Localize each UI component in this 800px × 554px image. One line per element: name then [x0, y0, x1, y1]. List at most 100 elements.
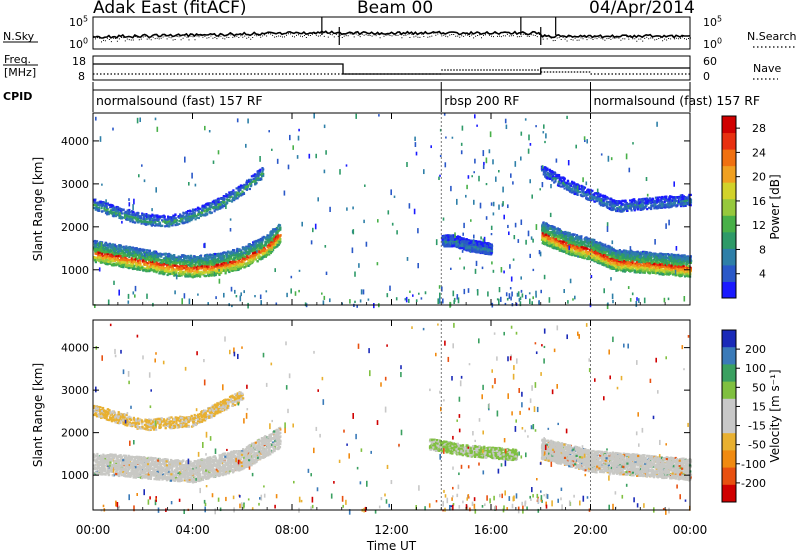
scatter-cell	[156, 217, 159, 220]
scatter-cell	[124, 211, 127, 214]
scatter-cell	[258, 250, 261, 254]
scatter-cell	[112, 263, 116, 266]
scatter-cell	[445, 244, 448, 247]
scatter-cell	[257, 176, 260, 179]
cpid-segment-label: rbsp 200 RF	[444, 93, 519, 108]
scatter-cell	[250, 180, 254, 184]
nave-label: Nave	[753, 62, 781, 75]
scatter-cell	[249, 184, 253, 187]
scatter-cell	[131, 249, 134, 252]
scatter-cell	[152, 254, 155, 257]
scatter-cell	[239, 192, 242, 195]
scatter-cell	[138, 249, 141, 252]
scatter-cell	[138, 266, 141, 269]
scatter-cell	[111, 255, 114, 258]
scatter-cell	[111, 211, 114, 214]
scatter-cell	[127, 261, 130, 264]
scatter-cell	[443, 234, 446, 237]
scatter-cell	[100, 207, 103, 210]
scatter-cell	[256, 260, 259, 263]
scatter-cell	[174, 274, 177, 277]
scatter-cell	[190, 275, 193, 278]
scatter-cell	[207, 259, 210, 262]
scatter-cell	[259, 237, 262, 241]
scatter-cell	[174, 213, 177, 217]
scatter-cell	[190, 212, 193, 216]
scatter-cell	[184, 262, 187, 265]
scatter-cell	[476, 250, 479, 253]
scatter-cell	[149, 254, 152, 258]
scatter-cell	[181, 254, 184, 257]
scatter-cell	[272, 229, 275, 232]
scatter-cell	[177, 258, 180, 261]
scatter-cell	[165, 266, 168, 269]
scatter-cell	[253, 179, 256, 182]
scatter-cell	[259, 178, 262, 181]
scatter-cell	[270, 246, 273, 249]
scatter-cell	[251, 256, 254, 260]
scatter-cell	[258, 255, 261, 258]
scatter-cell	[101, 259, 104, 262]
scatter-cell	[131, 258, 134, 261]
scatter-cell	[217, 203, 220, 206]
scatter-cell	[225, 198, 228, 201]
scatter-cell	[223, 251, 226, 254]
scatter-cell	[168, 225, 171, 228]
scatter-cell	[165, 261, 168, 264]
scatter-cell	[241, 258, 244, 261]
scatter-cell	[201, 214, 205, 217]
scatter-cell	[196, 270, 199, 274]
scatter-cell	[159, 271, 162, 274]
scatter-cell	[210, 271, 213, 274]
scatter-cell	[132, 251, 136, 254]
scatter-cell	[183, 221, 186, 224]
scatter-cell	[270, 248, 274, 251]
scatter-cell	[190, 259, 194, 262]
scatter-cell	[131, 221, 134, 224]
scatter-cell	[229, 191, 232, 194]
scatter-cell	[123, 251, 127, 254]
scatter-cell	[474, 243, 477, 247]
scatter-cell	[203, 267, 206, 270]
scatter-cell	[175, 219, 178, 222]
scatter-cell	[164, 268, 168, 271]
scatter-cell	[116, 208, 119, 211]
scatter-cell	[118, 249, 121, 253]
scatter-cell	[153, 269, 156, 273]
scatter-cell	[174, 262, 177, 265]
scatter-cell	[150, 258, 154, 261]
scatter-cell	[101, 257, 105, 260]
scatter-cell	[146, 222, 149, 225]
scatter-cell	[128, 218, 131, 221]
scatter-cell	[147, 215, 150, 218]
scatter-cell	[252, 174, 255, 177]
scatter-cell	[231, 190, 234, 193]
scatter-cell	[128, 208, 131, 212]
scatter-cell	[178, 272, 181, 275]
scatter-cell	[107, 244, 110, 247]
scatter-cell	[174, 256, 177, 259]
scatter-cell	[488, 248, 491, 252]
scatter-cell	[250, 183, 253, 186]
scatter-cell	[150, 255, 153, 258]
scatter-cell	[238, 193, 241, 196]
scatter-cell	[133, 267, 137, 270]
scatter-cell	[117, 256, 120, 259]
scatter-cell	[160, 224, 163, 228]
scatter-cell	[231, 264, 234, 267]
scatter-cell	[236, 262, 239, 265]
scatter-cell	[228, 265, 231, 268]
scatter-cell	[159, 252, 162, 255]
scatter-cell	[177, 274, 180, 277]
scatter-cell	[199, 263, 202, 266]
scatter-cell	[237, 188, 240, 192]
scatter-cell	[472, 249, 475, 252]
scatter-cell	[105, 202, 108, 205]
scatter-cell	[186, 259, 189, 262]
scatter-cell	[101, 252, 104, 255]
scatter-cell	[143, 251, 146, 254]
scatter-cell	[213, 201, 216, 204]
scatter-cell	[230, 264, 233, 267]
scatter-cell	[231, 261, 234, 264]
scatter-cell	[153, 215, 156, 218]
